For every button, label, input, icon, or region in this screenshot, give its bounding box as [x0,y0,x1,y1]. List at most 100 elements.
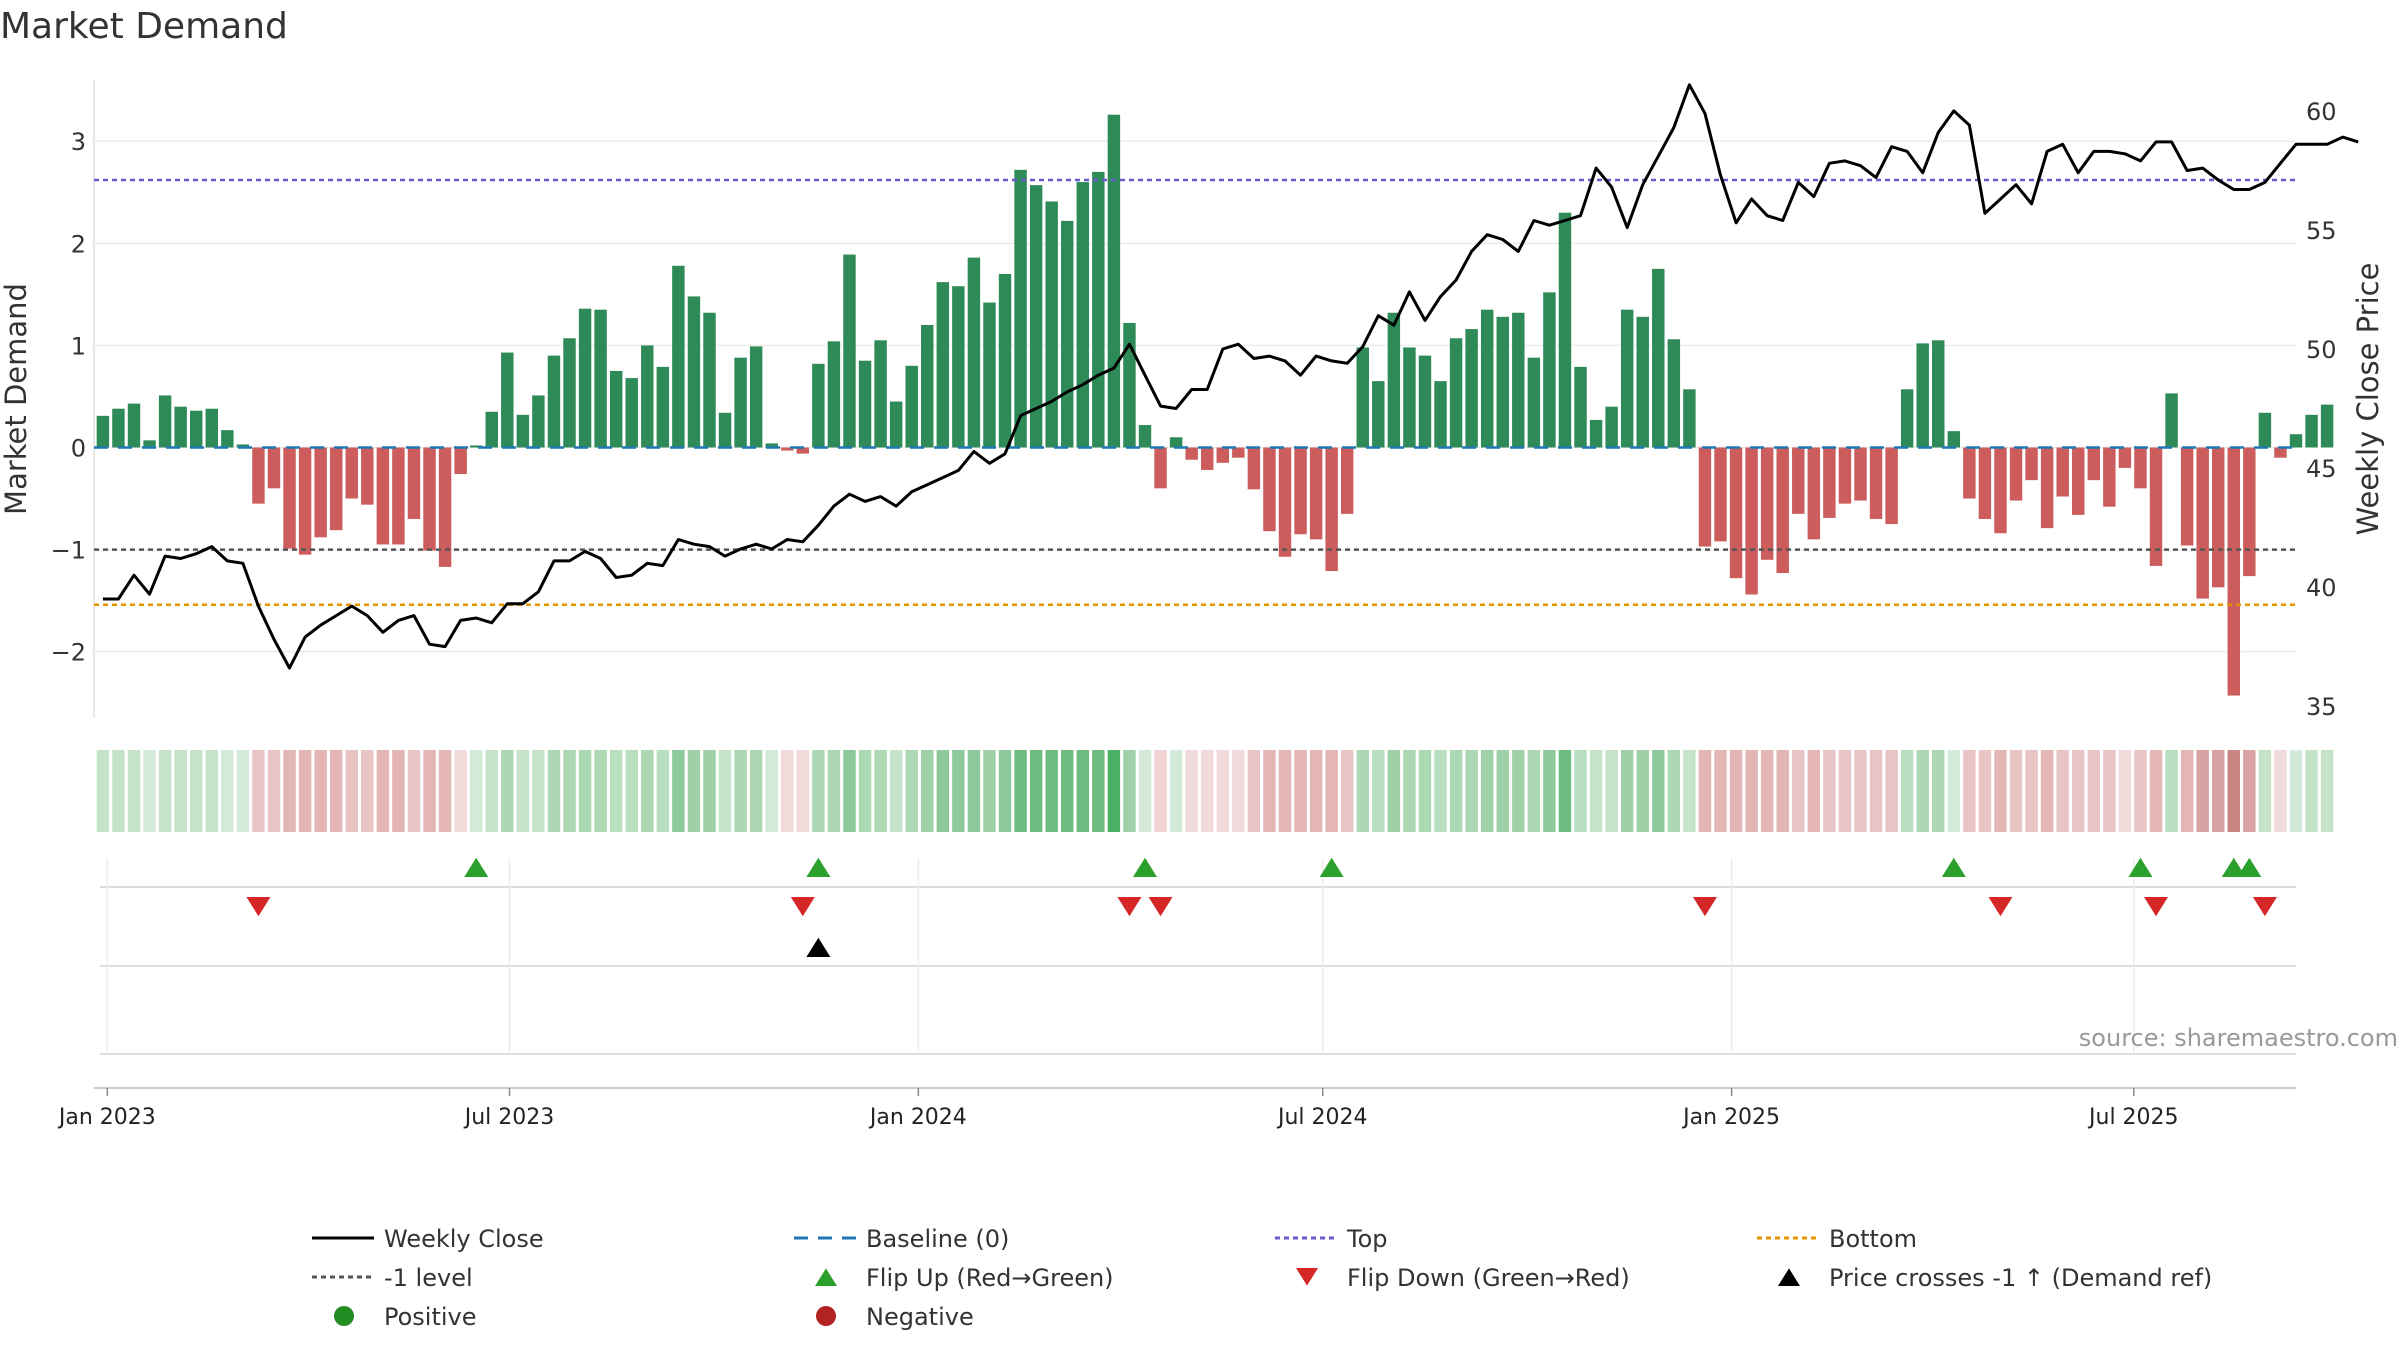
demand-bar-positive [1480,309,1494,448]
demand-bar-positive [765,443,778,448]
flip-down-marker [1117,897,1142,917]
demand-bar-positive [1667,339,1681,448]
demand-bar-positive [189,410,203,448]
demand-bar-positive [952,286,965,448]
heat-cell [1543,750,1556,832]
heat-cell [703,750,716,832]
demand-bar-positive [718,412,732,448]
heat-cell [298,750,312,832]
demand-bar-positive [734,357,747,448]
demand-bar-positive [469,445,483,448]
y2-tick-label: 40 [2306,574,2337,602]
legend-label: Flip Down (Green→Red) [1347,1264,1630,1292]
legend-item: Price crosses -1 ↑ (Demand ref) [1778,1264,2212,1292]
heat-cell [423,750,436,832]
demand-bar-positive [998,273,1012,448]
demand-bar-positive [1061,220,1074,448]
flip-up-marker [1941,857,1966,877]
heat-cell [983,750,996,832]
legend-swatch [815,1268,837,1286]
demand-bar-negative [1994,447,2007,534]
demand-bar-negative [1869,447,1883,519]
demand-bar-negative [1340,447,1354,514]
chart-title: Market Demand [0,6,288,47]
demand-bar-negative [1154,447,1167,489]
demand-bar-negative [1325,447,1338,572]
demand-bar-negative [2103,447,2116,507]
heat-cell [2103,750,2116,832]
heat-cell [2289,750,2303,832]
demand-bar-negative [252,447,265,504]
demand-bar-negative [2118,447,2132,468]
legend-item: Bottom [1757,1225,1917,1253]
heat-cell [1216,750,1229,832]
demand-bar-positive [2258,412,2272,448]
heat-cell [874,750,887,832]
demand-bar-positive [127,403,141,448]
heat-cell [2212,750,2225,832]
flip-down-marker [246,897,271,917]
heat-cell [1309,750,1323,832]
heat-cell [1683,750,1696,832]
demand-bar-positive [1449,338,1463,448]
demand-bar-positive [1932,340,1945,448]
heat-cell [1123,750,1136,832]
heat-cell [1838,750,1852,832]
heat-cell [438,750,452,832]
heat-cell [1434,750,1447,832]
heat-cell [2056,750,2069,832]
legend-item: Flip Up (Red→Green) [815,1264,1114,1292]
demand-bar-positive [749,346,763,448]
legend-label: Flip Up (Red→Green) [866,1264,1114,1292]
demand-bar-positive [1605,406,1618,448]
demand-bar-negative [2149,447,2163,566]
x-tick-label: Jan 2024 [868,1105,967,1130]
demand-bar-positive [485,411,498,448]
x-tick-label: Jul 2025 [2087,1105,2179,1130]
demand-bar-positive [656,366,670,448]
heat-cell [734,750,747,832]
heat-cell [1652,750,1665,832]
demand-bar-positive [1092,171,1105,448]
demand-bar-negative [1232,447,1245,458]
x-tick-label: Jan 2025 [1681,1105,1780,1130]
legend-label: Bottom [1829,1225,1917,1253]
demand-bar-negative [781,447,794,451]
demand-bar-negative [1854,447,1867,501]
heat-cell [1963,750,1976,832]
heat-cell [1169,750,1183,832]
heat-cell [1154,750,1167,832]
heat-cell [1387,750,1401,832]
demand-bar-negative [1760,447,1774,560]
demand-bar-negative [1792,447,1805,514]
demand-bar-positive [1029,185,1043,448]
heat-cell [532,750,545,832]
demand-bar-negative [2056,447,2069,497]
heat-cell [656,750,670,832]
heat-cell [641,750,654,832]
demand-bar-negative [1309,447,1323,540]
heat-cell [1449,750,1463,832]
heat-cell [516,750,530,832]
heat-cell [952,750,965,832]
demand-bar-positive [547,355,561,448]
demand-bar-negative [1823,447,1836,518]
demand-bar-positive [174,406,187,448]
demand-bar-positive [1947,431,1961,448]
flip-down-marker [1148,897,1173,917]
legend: Weekly Close Baseline (0) Top Bottom -1 leve… [312,1225,2212,1331]
demand-bar-positive [236,444,250,448]
y2-tick-label: 50 [2306,336,2337,364]
heat-cell [1932,750,1945,832]
heat-cell [812,750,825,832]
weekly-close-line [102,83,2359,670]
heat-cell [158,750,172,832]
legend-swatch [1778,1268,1800,1286]
heat-cell [563,750,576,832]
demand-bar-negative [1885,447,1898,525]
y2-tick-label: 60 [2306,98,2337,126]
flip-up-marker [2128,857,2153,877]
demand-bar-negative [283,447,296,549]
demand-bar-negative [1807,447,1821,540]
flip-down-marker [1692,897,1717,917]
